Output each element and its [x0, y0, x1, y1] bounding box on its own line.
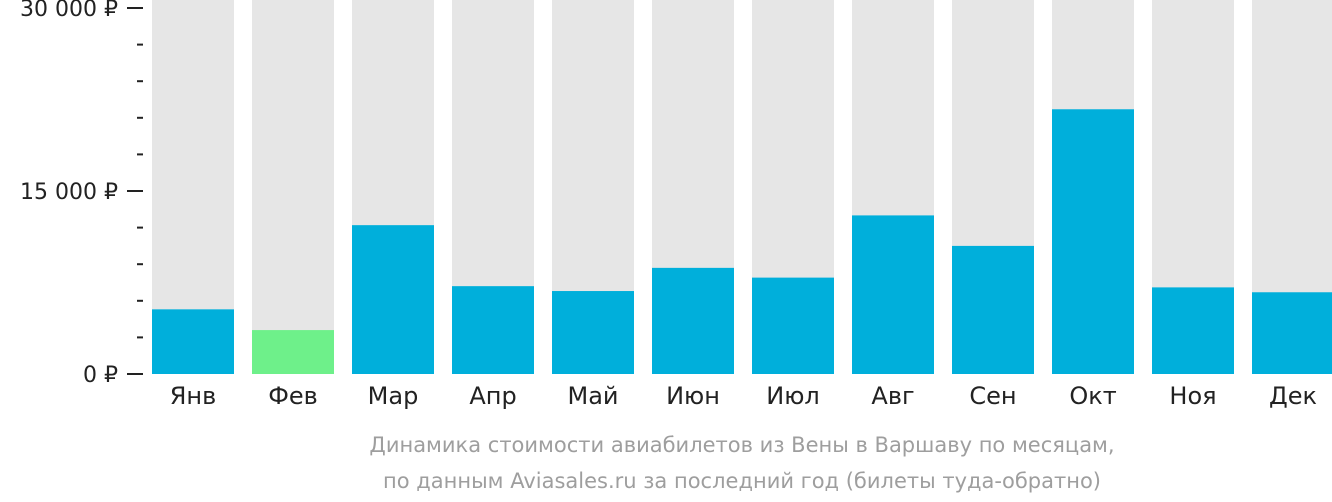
chart-caption-line-1: Динамика стоимости авиабилетов из Вены в… [369, 433, 1114, 457]
y-tick-label: 30 000 ₽ [20, 0, 118, 22]
x-tick-label: Апр [469, 382, 516, 410]
bar[interactable] [1152, 287, 1234, 374]
x-axis-labels: Янв Фев Мар Апр Май Июн Июл Авг Сен Окт Ноя Дек [170, 382, 1317, 410]
x-tick-label: Июн [666, 382, 720, 410]
bars [152, 109, 1332, 374]
bar-background [252, 0, 334, 374]
x-tick-label: Янв [170, 382, 217, 410]
bar[interactable] [452, 286, 534, 374]
bar[interactable] [1052, 109, 1134, 374]
chart-caption-line-2: по данным Aviasales.ru за последний год … [383, 469, 1101, 493]
bar[interactable] [552, 291, 634, 374]
x-tick-label: Сен [969, 382, 1016, 410]
x-tick-label: Мар [368, 382, 419, 410]
y-tick-label: 0 ₽ [83, 363, 118, 388]
x-tick-label: Окт [1069, 382, 1116, 410]
bar[interactable] [752, 277, 834, 374]
x-tick-label: Дек [1269, 382, 1317, 410]
x-tick-label: Фев [268, 382, 318, 410]
bar[interactable] [352, 225, 434, 374]
x-tick-label: Июл [766, 382, 820, 410]
x-tick-label: Май [567, 382, 618, 410]
bar[interactable] [152, 309, 234, 374]
x-tick-label: Авг [871, 382, 914, 410]
y-axis: 0 ₽ 15 000 ₽ 30 000 ₽ [20, 0, 143, 388]
bar[interactable] [952, 245, 1034, 374]
bar[interactable] [652, 267, 734, 374]
bar[interactable] [252, 330, 334, 374]
x-tick-label: Ноя [1169, 382, 1216, 410]
y-tick-label: 15 000 ₽ [20, 180, 118, 205]
bar[interactable] [852, 215, 934, 374]
bar[interactable] [1252, 292, 1332, 374]
